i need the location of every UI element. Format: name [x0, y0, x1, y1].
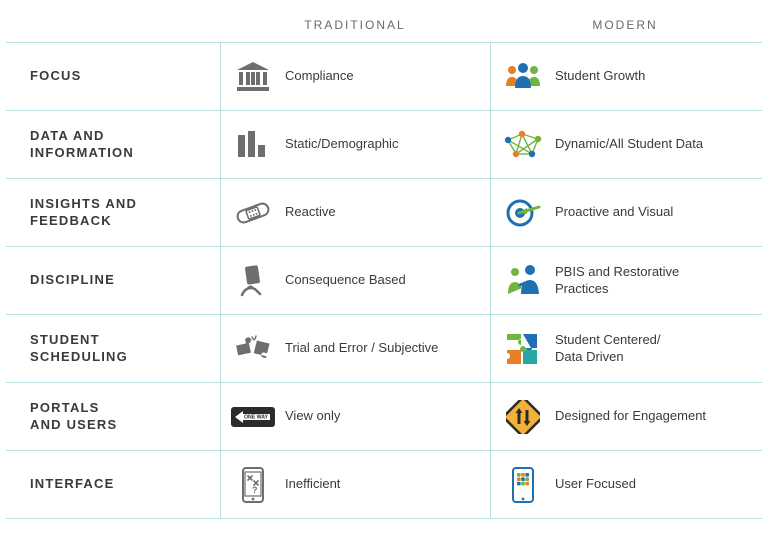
table-row: DATA ANDINFORMATION Static/Demographic: [6, 111, 762, 179]
svg-text:ONE WAY: ONE WAY: [244, 414, 269, 420]
table-row: PORTALSAND USERS ONE WAY View only: [6, 383, 762, 451]
table-row: INSIGHTS ANDFEEDBACK Reactive: [6, 179, 762, 247]
column-header-modern: MODERN: [490, 18, 760, 32]
cell-modern: User Focused: [490, 451, 760, 518]
puzzle-mismatch-icon: [221, 334, 285, 364]
cell-traditional: Compliance: [220, 43, 490, 110]
row-label: INTERFACE: [6, 451, 220, 518]
table-body: FOCUS Complian: [6, 42, 762, 519]
row-label: INSIGHTS ANDFEEDBACK: [6, 179, 220, 246]
row-label: DISCIPLINE: [6, 247, 220, 314]
cell-traditional: Reactive: [220, 179, 490, 246]
cell-text: Inefficient: [285, 476, 350, 492]
cell-traditional: ? Inefficient: [220, 451, 490, 518]
two-way-sign-icon: [491, 400, 555, 434]
row-label: PORTALSAND USERS: [6, 383, 220, 450]
table-row: FOCUS Complian: [6, 43, 762, 111]
people-growth-icon: [491, 62, 555, 92]
svg-text:?: ?: [252, 485, 258, 495]
puzzle-fit-icon: [491, 332, 555, 366]
cell-modern: Proactive and Visual: [490, 179, 760, 246]
cell-traditional: Consequence Based: [220, 247, 490, 314]
cell-modern: PBIS and RestorativePractices: [490, 247, 760, 314]
cell-text: User Focused: [555, 476, 646, 492]
table-row: DISCIPLINE Consequence Based: [6, 247, 762, 315]
cell-text: Compliance: [285, 68, 364, 84]
cell-text: Designed for Engagement: [555, 408, 716, 424]
cell-text: Static/Demographic: [285, 136, 408, 152]
cell-modern: Dynamic/All Student Data: [490, 111, 760, 178]
institution-icon: [221, 62, 285, 92]
cell-text: Reactive: [285, 204, 346, 220]
one-way-sign-icon: ONE WAY: [221, 406, 285, 428]
table-row: STUDENTSCHEDULING: [6, 315, 762, 383]
cell-text: Student Centered/Data Driven: [555, 332, 671, 365]
row-label: DATA ANDINFORMATION: [6, 111, 220, 178]
row-label: FOCUS: [6, 43, 220, 110]
cell-text: Proactive and Visual: [555, 204, 683, 220]
cell-text: Consequence Based: [285, 272, 416, 288]
cell-text: Trial and Error / Subjective: [285, 340, 448, 356]
cell-modern: Student Growth: [490, 43, 760, 110]
app-phone-icon: [491, 467, 555, 503]
penalty-card-icon: [221, 265, 285, 297]
network-icon: [491, 130, 555, 160]
comparison-table: TRADITIONAL MODERN FOCUS: [0, 0, 768, 529]
bandage-icon: [221, 200, 285, 226]
cell-text: PBIS and RestorativePractices: [555, 264, 689, 297]
bar-chart-icon: [221, 131, 285, 159]
cell-traditional: Trial and Error / Subjective: [220, 315, 490, 382]
cell-modern: Designed for Engagement: [490, 383, 760, 450]
target-icon: [491, 197, 555, 229]
table-header: TRADITIONAL MODERN: [6, 8, 762, 42]
table-row: INTERFACE ? Inefficient: [6, 451, 762, 519]
row-label: STUDENTSCHEDULING: [6, 315, 220, 382]
cell-traditional: ONE WAY View only: [220, 383, 490, 450]
cell-traditional: Static/Demographic: [220, 111, 490, 178]
column-header-traditional: TRADITIONAL: [220, 18, 490, 32]
confused-phone-icon: ?: [221, 467, 285, 503]
cell-text: Dynamic/All Student Data: [555, 136, 713, 152]
cell-modern: Student Centered/Data Driven: [490, 315, 760, 382]
cell-text: View only: [285, 408, 350, 424]
partnership-icon: [491, 265, 555, 297]
cell-text: Student Growth: [555, 68, 655, 84]
